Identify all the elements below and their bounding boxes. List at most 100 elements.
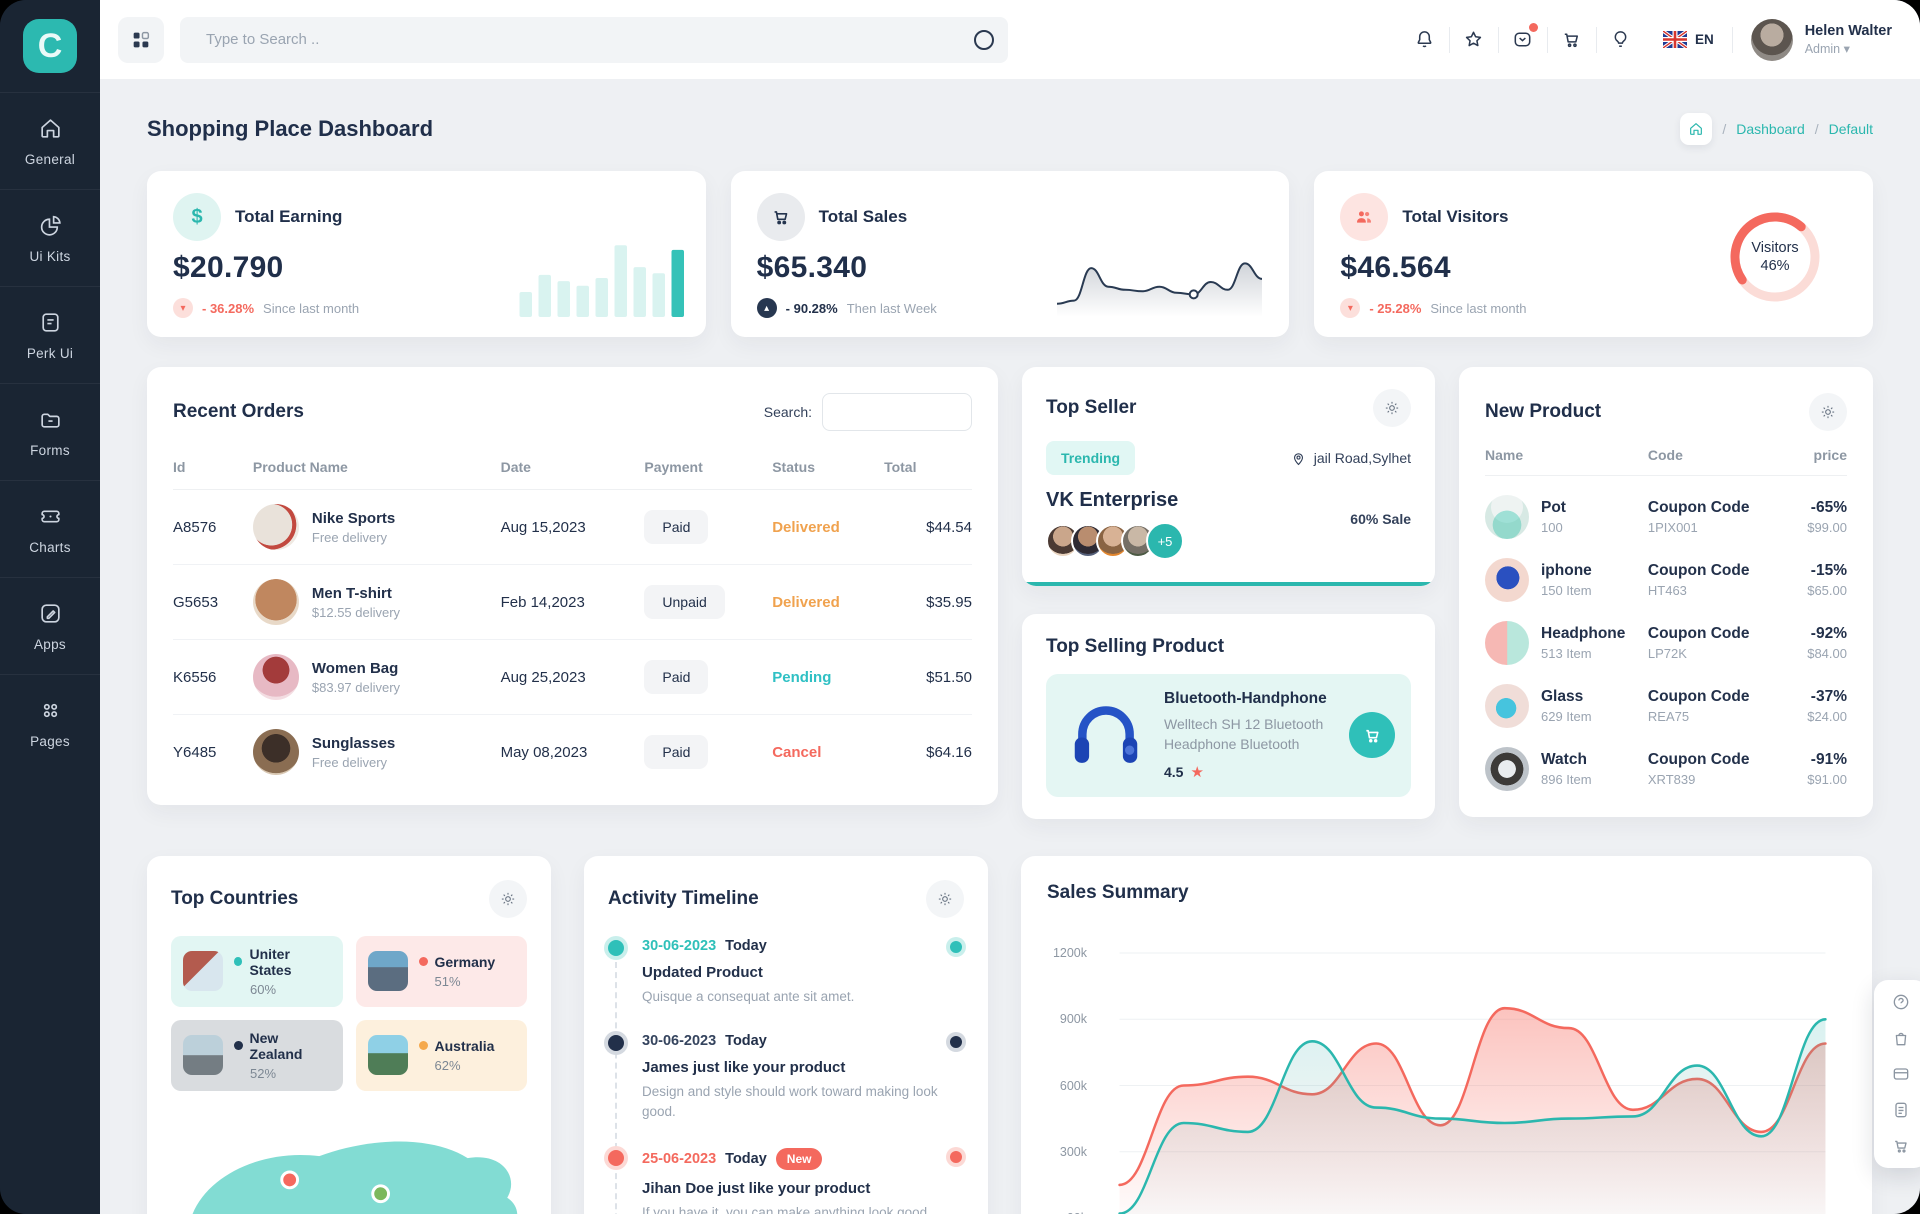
country-tile-germany[interactable]: Germany 51%: [355, 935, 527, 1007]
table-row[interactable]: G5653 Men T-shirt $12.55 delivery Feb 14,…: [173, 564, 972, 640]
seller-avatars: +5: [1046, 522, 1184, 560]
order-date: Aug 15,2023: [500, 489, 645, 565]
user-avatar[interactable]: [1750, 18, 1793, 61]
country-value: 60%: [250, 981, 277, 997]
notifications-button[interactable]: [1401, 25, 1449, 55]
list-item[interactable]: Watch 896 Item Coupon Code XRT839 -91% $91.…: [1485, 747, 1847, 791]
timeline-date: 25-06-2023: [642, 1151, 717, 1168]
column-header[interactable]: Total: [884, 449, 972, 490]
user-name: Helen Walter: [1804, 23, 1892, 39]
favorites-button[interactable]: [1450, 25, 1498, 55]
settings-button[interactable]: [1373, 389, 1411, 427]
list-item[interactable]: Headphone 513 Item Coupon Code LP72K -92% $…: [1485, 621, 1847, 665]
logo[interactable]: C: [23, 19, 77, 73]
country-tile-united-states[interactable]: Uniter States 60%: [171, 935, 343, 1007]
country-tile-australia[interactable]: Australia 62%: [355, 1019, 527, 1091]
messages-button[interactable]: [1499, 22, 1547, 55]
table-row[interactable]: K6556 Women Bag $83.97 delivery Aug 25,20…: [173, 639, 972, 715]
table-row[interactable]: Y6485 Sunglasses Free delivery May 08,202…: [173, 715, 972, 780]
settings-button[interactable]: [1809, 393, 1847, 431]
sidebar-item-apps[interactable]: Apps: [0, 577, 100, 674]
column-header[interactable]: Product Name: [252, 449, 501, 490]
map-marker-red[interactable]: [280, 1170, 300, 1189]
cart-button[interactable]: [1548, 25, 1596, 55]
divider: [1546, 26, 1548, 53]
table-search-label: Search:: [763, 404, 812, 420]
gear-icon: [1821, 405, 1835, 419]
breadcrumb-link-dashboard[interactable]: Dashboard: [1736, 121, 1805, 137]
product-image: [1485, 684, 1529, 728]
product-delivery: Free delivery: [311, 754, 388, 770]
product-name: Headphone: [1541, 625, 1626, 642]
down-arrow-icon: ▾: [1340, 298, 1361, 318]
edit-icon: [40, 603, 60, 623]
search-input[interactable]: [180, 16, 1008, 63]
column-header[interactable]: Id: [173, 449, 253, 490]
country-value: 52%: [250, 1065, 277, 1081]
card-icon[interactable]: [1891, 1064, 1911, 1084]
column-header[interactable]: Status: [772, 449, 885, 490]
status-badge: Cancel: [772, 743, 822, 761]
product-image: [252, 729, 299, 775]
timeline-item[interactable]: 30-06-2023 Today Updated Product Quisque …: [608, 938, 964, 1007]
column-header[interactable]: Date: [500, 449, 645, 490]
product-image: [252, 504, 299, 550]
timeline-dot: [608, 1034, 624, 1051]
search-status-icon[interactable]: [974, 29, 994, 50]
breadcrumb-home-button[interactable]: [1680, 113, 1713, 145]
seller-name: VK Enterprise: [1046, 489, 1179, 511]
list-item[interactable]: iphone 150 Item Coupon Code HT463 -15% $65.…: [1485, 558, 1847, 602]
table-row[interactable]: A8576 Nike Sports Free delivery Aug 15,20…: [173, 489, 972, 565]
cart-icon[interactable]: [1891, 1136, 1911, 1156]
cart-icon: [1565, 33, 1579, 48]
list-item[interactable]: Pot 100 Coupon Code 1PIX001 -65% $99.00: [1485, 495, 1847, 539]
support-icon[interactable]: [1891, 992, 1911, 1012]
more-avatars-badge[interactable]: +5: [1146, 522, 1184, 560]
sidebar-item-perk-ui[interactable]: Perk Ui: [0, 286, 100, 383]
country-tile-new-zealand[interactable]: New Zealand 52%: [171, 1019, 343, 1091]
seller-location: jail Road,Sylhet: [1290, 450, 1411, 467]
ideas-button[interactable]: [1597, 25, 1645, 55]
bag-icon[interactable]: [1891, 1028, 1911, 1048]
recent-orders-card: Recent Orders Search: Id Product Name Da…: [147, 367, 998, 805]
country-value: 51%: [434, 973, 461, 989]
timeline-item[interactable]: 25-06-2023 Today New Jihan Doe just like y…: [608, 1148, 964, 1214]
sidebar-item-general[interactable]: General: [0, 92, 100, 189]
total-earning-card: $ Total Earning $20.790 ▾ - 36.28% Since…: [147, 171, 706, 337]
timeline-item[interactable]: 30-06-2023 Today James just like your pro…: [608, 1033, 964, 1123]
country-name: Uniter States: [249, 945, 292, 978]
user-role: Admin ▾: [1804, 42, 1850, 56]
divider: [1731, 26, 1733, 53]
sidebar-item-charts[interactable]: Charts: [0, 480, 100, 577]
map-marker-green[interactable]: [371, 1183, 391, 1203]
table-search-input[interactable]: [822, 393, 972, 431]
sidebar-item-pages[interactable]: Pages: [0, 674, 100, 771]
sales-sparkline-chart: [1057, 262, 1263, 317]
product-description: Welltech SH 12 Bluetooth Headphone Bluet…: [1164, 716, 1324, 753]
breadcrumb-link-default[interactable]: Default: [1828, 121, 1873, 137]
legend-dot: [234, 1041, 243, 1051]
product-image: [1485, 495, 1529, 539]
sidebar-item-forms[interactable]: Forms: [0, 383, 100, 480]
headphone-image: [1074, 706, 1138, 764]
timeline-heading: Jihan Doe just like your product: [642, 1180, 871, 1198]
invoice-icon[interactable]: [1891, 1100, 1911, 1120]
timeline-heading: Updated Product: [642, 963, 763, 981]
add-to-cart-button[interactable]: [1349, 712, 1395, 759]
discount: -92%: [1810, 625, 1847, 642]
column-header[interactable]: Payment: [644, 449, 773, 490]
settings-button[interactable]: [489, 879, 527, 918]
sidebar-item-ui-kits[interactable]: Ui Kits: [0, 189, 100, 286]
language-selector[interactable]: EN: [1662, 31, 1714, 48]
total-sales-card: Total Sales $65.340 ▴ - 90.28% Then last…: [730, 171, 1290, 337]
apps-grid-button[interactable]: [118, 16, 164, 63]
top-selling-product-item[interactable]: Bluetooth-Handphone Welltech SH 12 Bluet…: [1046, 674, 1411, 797]
seller-location-text: jail Road,Sylhet: [1313, 450, 1411, 466]
order-total: $44.54: [884, 489, 972, 565]
payment-pill: Paid: [644, 735, 709, 769]
user-menu[interactable]: Helen Walter Admin ▾: [1805, 23, 1892, 56]
list-item[interactable]: Glass 629 Item Coupon Code REA75 -37% $24.0…: [1485, 684, 1847, 728]
settings-button[interactable]: [926, 879, 964, 918]
product-name: Sunglasses: [311, 734, 396, 752]
